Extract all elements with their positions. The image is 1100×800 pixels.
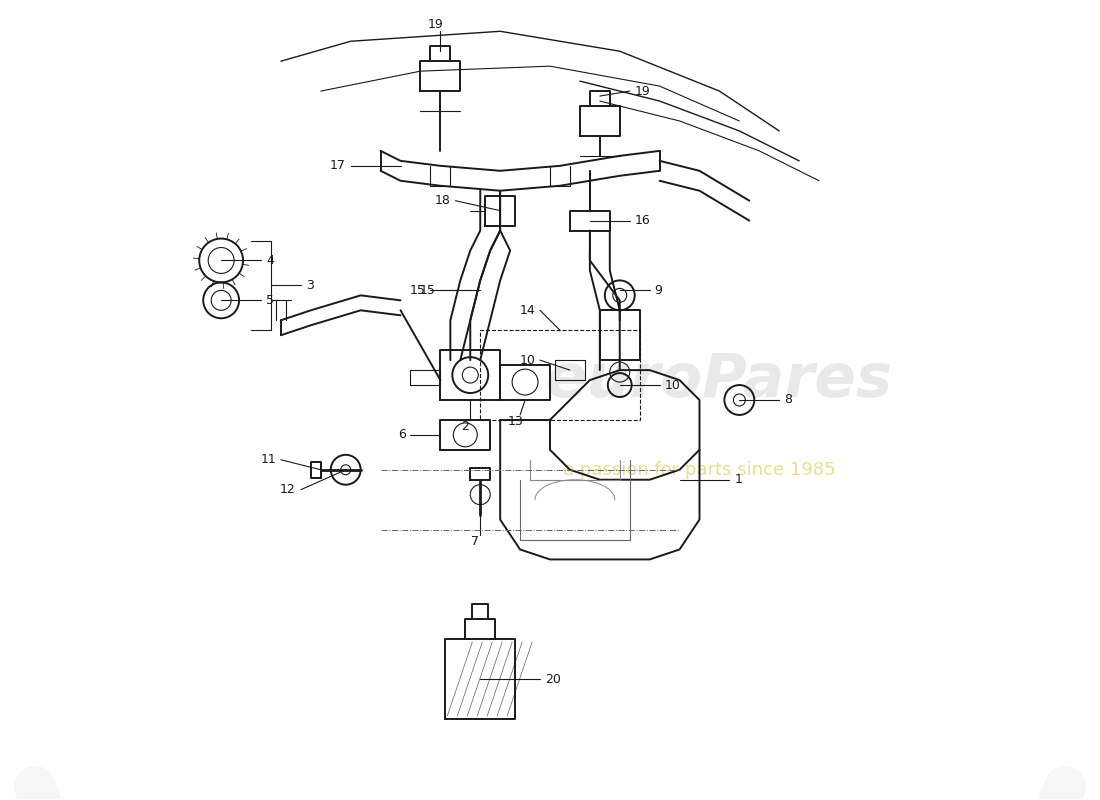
Text: euroPares: euroPares: [546, 350, 893, 410]
Text: 1: 1: [735, 474, 743, 486]
Bar: [481, 330, 640, 420]
Text: 15: 15: [409, 284, 426, 297]
Text: 8: 8: [784, 394, 792, 406]
Text: 12: 12: [280, 483, 296, 496]
Text: 5: 5: [266, 294, 274, 307]
Text: a passion for parts since 1985: a passion for parts since 1985: [563, 461, 836, 478]
Text: 20: 20: [544, 673, 561, 686]
Text: 18: 18: [434, 194, 450, 207]
Text: 19: 19: [428, 18, 443, 31]
Text: 11: 11: [261, 454, 276, 466]
Text: 15: 15: [419, 284, 436, 297]
Text: 16: 16: [635, 214, 650, 227]
Text: 19: 19: [635, 85, 650, 98]
Text: 3: 3: [306, 279, 313, 292]
Text: 10: 10: [519, 354, 535, 366]
Text: 2: 2: [461, 420, 470, 433]
Text: 7: 7: [471, 534, 480, 547]
Text: 13: 13: [507, 415, 522, 428]
Text: 4: 4: [266, 254, 274, 267]
Text: 6: 6: [397, 428, 406, 442]
Text: 9: 9: [654, 284, 662, 297]
Text: 10: 10: [664, 378, 681, 391]
Text: 14: 14: [519, 304, 535, 317]
Text: 17: 17: [330, 159, 345, 172]
